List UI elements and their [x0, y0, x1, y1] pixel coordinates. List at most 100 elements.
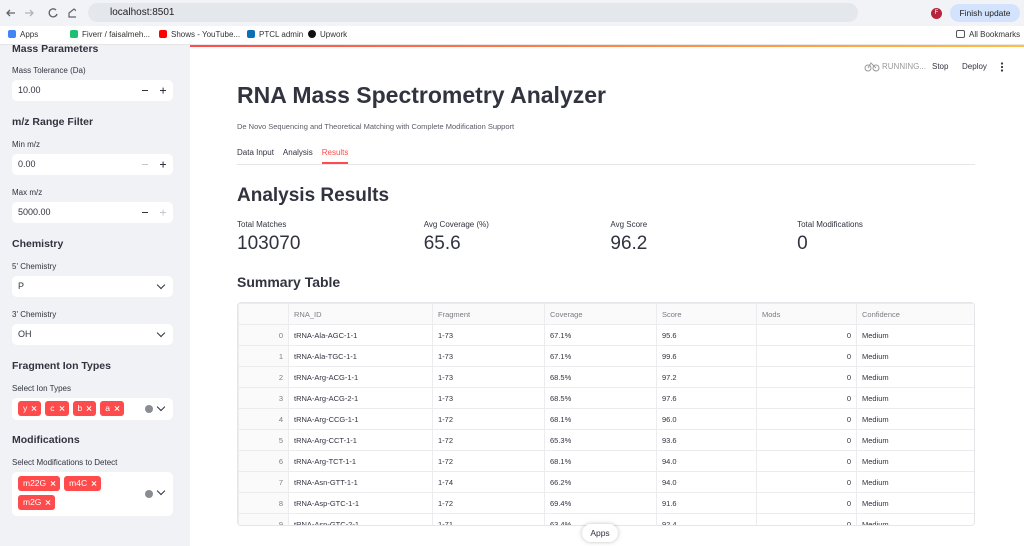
table-cell: 65.3%: [544, 429, 657, 451]
bookmark[interactable]: Apps: [8, 26, 38, 44]
field-label: Min m/z: [12, 140, 40, 149]
table-cell: 66.2%: [544, 471, 657, 493]
table-cell: 68.5%: [544, 366, 657, 388]
table-row: 5 tRNA-Arg-CCT-1-1 1-72 65.3% 93.6 0 Medium: [238, 429, 974, 451]
table-cell: Medium: [856, 471, 974, 493]
field-label: Select Ion Types: [12, 384, 71, 393]
column-header: Fragment: [432, 303, 545, 325]
home-icon[interactable]: [68, 8, 76, 18]
bookmark[interactable]: PTCL admin: [247, 26, 303, 44]
table-cell: Medium: [856, 429, 974, 451]
tag-remove[interactable]: [31, 405, 37, 411]
table-cell: 1-73: [432, 387, 545, 409]
stop-button[interactable]: Stop: [932, 62, 949, 71]
subtitle: De Novo Sequencing and Theoretical Match…: [237, 122, 515, 131]
tag[interactable]: m22G: [18, 476, 61, 491]
table-cell: 68.5%: [544, 387, 657, 409]
metric-value: 96.2: [610, 233, 648, 254]
apps-button[interactable]: Apps: [582, 524, 618, 542]
data-table: RNA_ID Fragment Coverage Score Mods Confidenc…: [237, 302, 975, 526]
update-button[interactable]: Finish update: [950, 4, 1020, 22]
section-title: Fragment Ion Types: [12, 360, 111, 372]
number-input[interactable]: 5000.00: [12, 202, 173, 223]
tag[interactable]: m4C: [64, 476, 102, 491]
bookmark-label: Shows - YouTube...: [171, 30, 241, 39]
browser-toolbar: localhost:8501 F Finish update: [0, 0, 1024, 26]
table-cell: tRNA-Asp-GTC-1-1: [288, 492, 433, 514]
menu-button[interactable]: [1000, 62, 1004, 72]
tag-remove[interactable]: [50, 480, 56, 486]
row-index: 5: [238, 429, 289, 451]
tag-remove[interactable]: [59, 405, 65, 411]
table-cell: tRNA-Arg-TCT-1-1: [288, 450, 433, 472]
tab[interactable]: Analysis: [282, 148, 313, 157]
profile-avatar[interactable]: F: [931, 8, 942, 19]
tag-remove[interactable]: [114, 405, 120, 411]
section-title: Mass Parameters: [12, 45, 99, 55]
column-header: Mods: [756, 303, 857, 325]
metric-label: Total Modifications: [797, 220, 863, 229]
input-value: 5000.00: [18, 207, 51, 217]
tag[interactable]: m2G: [18, 495, 56, 510]
tag-remove[interactable]: [86, 405, 92, 411]
bookmark[interactable]: Upwork: [308, 26, 347, 44]
table-cell: 1-74: [432, 471, 545, 493]
decrement[interactable]: [140, 85, 150, 95]
tag[interactable]: c: [45, 401, 69, 416]
row-index: 1: [238, 345, 289, 367]
select[interactable]: OH: [12, 324, 173, 345]
metric-label: Total Matches: [237, 220, 287, 229]
decrement[interactable]: [140, 207, 150, 217]
increment[interactable]: [158, 159, 168, 169]
reload-icon[interactable]: [48, 8, 58, 18]
sidebar: Mass Parameters Mass Tolerance (Da) 10.0…: [0, 45, 190, 546]
select[interactable]: P: [12, 276, 173, 297]
table-cell: 99.6: [656, 345, 757, 367]
tag[interactable]: y: [18, 401, 42, 416]
increment[interactable]: [158, 85, 168, 95]
bookmark-label: Upwork: [320, 30, 348, 39]
table-cell: 97.6: [656, 387, 757, 409]
tab[interactable]: Results: [321, 148, 349, 164]
tag[interactable]: b: [72, 401, 97, 416]
number-input[interactable]: 10.00: [12, 80, 173, 101]
field-label: Mass Tolerance (Da): [12, 66, 86, 75]
tag-remove[interactable]: [91, 480, 97, 486]
bookmark[interactable]: All Bookmarks: [956, 26, 1020, 44]
row-index: 8: [238, 492, 289, 514]
tag-label: b: [77, 403, 83, 413]
table-cell: 0: [756, 492, 857, 514]
tag-label: m4C: [69, 478, 88, 488]
tag-remove[interactable]: [45, 499, 51, 505]
number-input[interactable]: 0.00: [12, 154, 173, 175]
table-cell: Medium: [856, 513, 974, 525]
back-icon[interactable]: [6, 9, 15, 17]
section-title: Analysis Results: [237, 185, 390, 206]
tag-label: m2G: [23, 497, 42, 507]
deploy-button[interactable]: Deploy: [962, 62, 987, 71]
column-header: RNA_ID: [288, 303, 433, 325]
bookmark-label: All Bookmarks: [969, 30, 1021, 39]
section-title: Chemistry: [12, 238, 64, 250]
bookmark[interactable]: Shows - YouTube...: [159, 26, 240, 44]
tab[interactable]: Data Input: [237, 148, 274, 157]
increment[interactable]: [158, 207, 168, 217]
bookmark-label: Apps: [20, 30, 39, 39]
table-cell: 93.6: [656, 429, 757, 451]
table-row: 1 tRNA-Ala-TGC-1-1 1-73 67.1% 99.6 0 Medium: [238, 345, 974, 367]
address-bar[interactable]: localhost:8501: [88, 3, 858, 22]
multiselect[interactable]: m22G m4C m2G: [12, 472, 173, 516]
table-cell: tRNA-Asn-GTT-1-1: [288, 471, 433, 493]
decrement[interactable]: [140, 159, 150, 169]
metric-label: Avg Score: [610, 220, 648, 229]
table-title: Summary Table: [237, 274, 341, 290]
table-cell: 0: [756, 471, 857, 493]
tag[interactable]: a: [100, 401, 124, 416]
bookmark[interactable]: Fiverr / faisalmeh...: [70, 26, 150, 44]
table-cell: 0: [756, 450, 857, 472]
table-cell: tRNA-Arg-CCT-1-1: [288, 429, 433, 451]
forward-icon[interactable]: [25, 9, 34, 17]
table-cell: Medium: [856, 366, 974, 388]
